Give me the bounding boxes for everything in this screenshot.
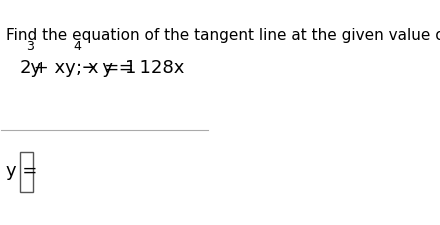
Text: ; x = 1: ; x = 1 [76,58,136,76]
Text: 4: 4 [73,40,81,53]
Text: 2y: 2y [20,58,42,76]
Text: Find the equation of the tangent line at the given value of x on the curve.: Find the equation of the tangent line at… [6,28,440,43]
Text: y =: y = [6,161,43,179]
Text: 3: 3 [26,40,33,53]
Text: + xy − y = 128x: + xy − y = 128x [29,58,185,76]
FancyBboxPatch shape [20,153,33,193]
